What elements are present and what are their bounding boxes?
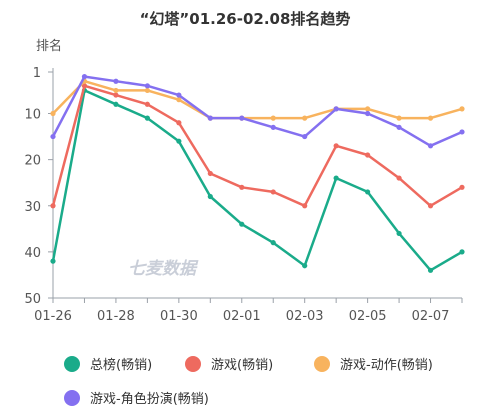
y-tick-label: 1: [33, 66, 41, 81]
data-point[interactable]: [427, 115, 434, 121]
data-point[interactable]: [144, 83, 150, 89]
data-point[interactable]: [113, 87, 119, 94]
data-point[interactable]: [176, 120, 182, 126]
data-point[interactable]: [459, 106, 465, 112]
x-tick-label: 01-26: [34, 309, 72, 324]
data-point[interactable]: [144, 101, 150, 107]
data-point[interactable]: [113, 92, 119, 98]
series-line: [51, 89, 464, 272]
legend-item[interactable]: 游戏-动作(畅销): [314, 356, 433, 373]
data-point[interactable]: [239, 115, 245, 121]
watermark: 七麦数据: [128, 259, 199, 279]
data-point[interactable]: [302, 203, 308, 209]
data-point[interactable]: [365, 106, 371, 112]
data-point[interactable]: [333, 143, 339, 149]
data-point[interactable]: [207, 115, 213, 121]
series-3: [50, 78, 465, 121]
data-point[interactable]: [144, 115, 150, 121]
data-point[interactable]: [239, 184, 245, 190]
y-axis-title: 排名: [36, 38, 62, 54]
data-point[interactable]: [50, 258, 56, 264]
series-1: [50, 87, 465, 273]
legend-marker: [185, 356, 201, 372]
data-point[interactable]: [396, 230, 402, 237]
legend-label: 游戏(畅销): [211, 358, 273, 373]
data-point[interactable]: [207, 170, 213, 177]
series-layer: [50, 74, 465, 273]
data-point[interactable]: [427, 143, 434, 149]
data-point[interactable]: [302, 115, 308, 121]
data-point[interactable]: [365, 189, 371, 195]
data-point[interactable]: [459, 184, 465, 190]
series-line: [51, 79, 464, 120]
data-point[interactable]: [81, 74, 88, 80]
data-point[interactable]: [396, 175, 402, 181]
x-tick-label: 02-03: [286, 309, 324, 324]
data-point[interactable]: [365, 110, 371, 117]
axes: 1 10 20 30 40 50 01-26 01-28 01-30 02-01 02-03 02-0…: [24, 66, 463, 324]
data-point[interactable]: [239, 221, 245, 227]
legend-item[interactable]: 总榜(畅销): [64, 356, 152, 373]
data-point[interactable]: [176, 92, 182, 98]
data-point[interactable]: [302, 263, 308, 269]
chart-title: “幻塔”01.26-02.08排名趋势: [140, 10, 351, 28]
legend-label: 游戏-角色扮演(畅销): [90, 391, 209, 407]
data-point[interactable]: [207, 193, 213, 200]
series-line: [51, 84, 464, 208]
data-point[interactable]: [333, 175, 339, 181]
series-line: [51, 75, 464, 148]
y-tick-label: 10: [24, 108, 41, 123]
data-point[interactable]: [144, 87, 150, 94]
y-tick-label: 40: [24, 246, 41, 261]
series-4: [50, 74, 465, 149]
data-point[interactable]: [50, 110, 56, 117]
data-point[interactable]: [459, 249, 465, 255]
series-2: [50, 83, 465, 209]
legend-item[interactable]: 游戏-角色扮演(畅销): [64, 390, 209, 407]
data-point[interactable]: [427, 203, 434, 209]
legend-item[interactable]: 游戏(畅销): [185, 356, 273, 373]
x-tick-label: 02-05: [349, 309, 387, 324]
legend-label: 游戏-动作(畅销): [340, 358, 433, 373]
data-point[interactable]: [81, 83, 88, 89]
data-point[interactable]: [270, 189, 276, 195]
legend-marker: [64, 356, 80, 372]
data-point[interactable]: [427, 267, 434, 273]
data-point[interactable]: [270, 115, 276, 121]
y-tick-label: 50: [24, 292, 41, 307]
legend[interactable]: 总榜(畅销) 游戏(畅销) 游戏-动作(畅销) 游戏-角色扮演(畅销): [64, 356, 433, 407]
data-point[interactable]: [365, 152, 371, 158]
x-tick-label: 01-28: [97, 309, 135, 324]
y-tick-label: 20: [24, 154, 41, 169]
data-point[interactable]: [302, 133, 308, 140]
data-point[interactable]: [176, 138, 182, 144]
data-point[interactable]: [396, 115, 402, 121]
legend-label: 总榜(畅销): [90, 357, 152, 373]
data-point[interactable]: [333, 106, 339, 112]
data-point[interactable]: [176, 97, 182, 103]
data-point[interactable]: [459, 129, 465, 135]
legend-marker: [64, 390, 80, 406]
data-point[interactable]: [396, 124, 402, 130]
x-tick-label: 01-30: [160, 309, 198, 324]
data-point[interactable]: [270, 124, 276, 130]
data-point[interactable]: [50, 133, 56, 140]
data-point[interactable]: [50, 203, 56, 209]
x-tick-label: 02-07: [412, 309, 450, 324]
data-point[interactable]: [270, 240, 276, 246]
y-tick-label: 30: [24, 200, 41, 215]
legend-marker: [314, 356, 330, 372]
data-point[interactable]: [113, 78, 119, 84]
x-tick-label: 02-01: [223, 309, 261, 324]
data-point[interactable]: [113, 101, 119, 107]
